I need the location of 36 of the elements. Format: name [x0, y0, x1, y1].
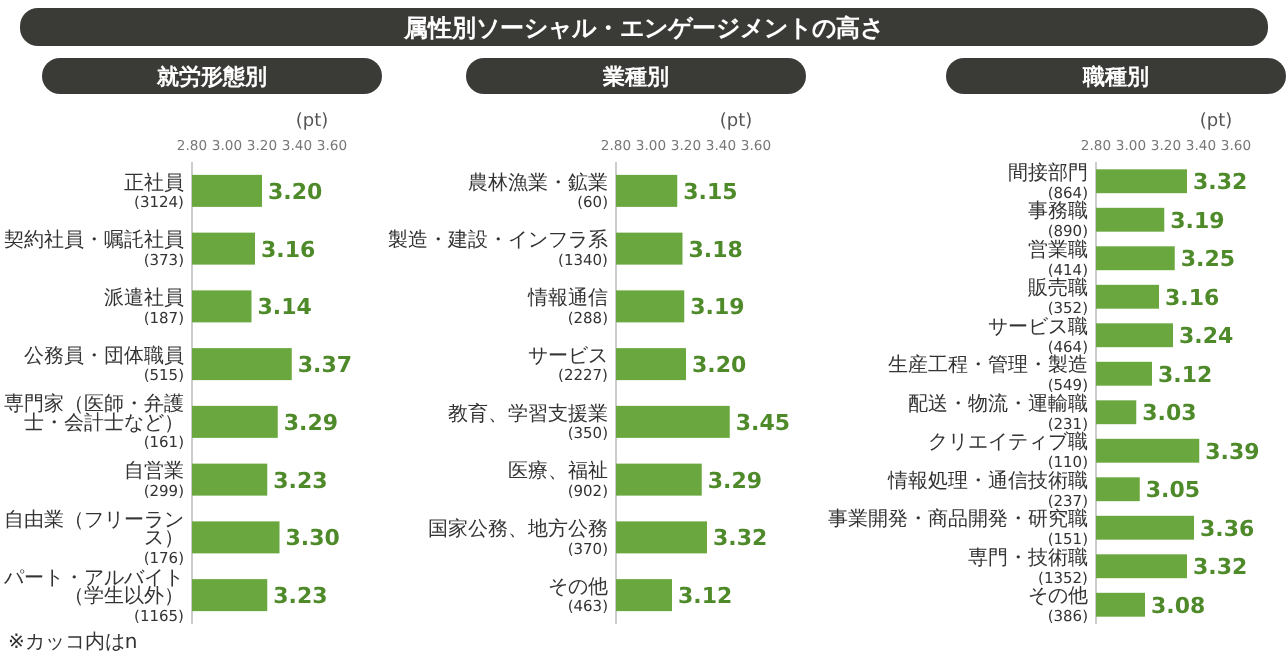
data-label: 3.14 — [257, 294, 313, 321]
data-label: 3.15 — [683, 178, 738, 205]
chart-title: 就労形態別 — [155, 64, 267, 90]
x-axis-title: (pt) — [295, 112, 329, 132]
data-label: 3.36 — [1200, 515, 1255, 542]
text: 属性別ソーシャル・エンゲージメントの高さ — [402, 14, 884, 42]
data-label: 3.19 — [1170, 207, 1225, 234]
data-label: 3.45 — [735, 409, 791, 436]
data-label: 3.19 — [690, 294, 745, 321]
data-label: 3.29 — [283, 409, 339, 436]
data-label: 3.24 — [1179, 323, 1234, 350]
data-label: 3.08 — [1151, 592, 1206, 619]
x-axis-title: (pt) — [719, 112, 753, 132]
x-axis-title: (pt) — [1199, 112, 1233, 132]
data-label: 3.12 — [678, 583, 733, 610]
data-label: 3.05 — [1145, 477, 1201, 504]
data-label: 3.39 — [1205, 438, 1260, 465]
data-label: 3.18 — [688, 236, 743, 263]
data-label: 3.03 — [1142, 400, 1197, 427]
data-label: 3.16 — [1165, 284, 1220, 311]
data-label: 3.30 — [285, 525, 341, 552]
text: ※カッコ内はn — [8, 630, 138, 654]
data-label: 3.20 — [692, 352, 747, 379]
data-label: 3.37 — [297, 352, 353, 379]
data-label: 3.32 — [713, 525, 768, 552]
data-label: 3.32 — [1193, 169, 1248, 196]
data-label: 3.16 — [261, 236, 316, 263]
chart-title: 業種別 — [601, 64, 669, 90]
data-label: 3.23 — [273, 467, 328, 494]
data-label: 3.29 — [707, 467, 763, 494]
data-label: 3.32 — [1193, 554, 1248, 581]
data-label: 3.12 — [1158, 361, 1213, 388]
data-label: 3.20 — [268, 178, 323, 205]
data-label: 3.23 — [273, 583, 328, 610]
data-label: 3.25 — [1180, 246, 1236, 273]
chart-title: 職種別 — [1081, 64, 1149, 90]
